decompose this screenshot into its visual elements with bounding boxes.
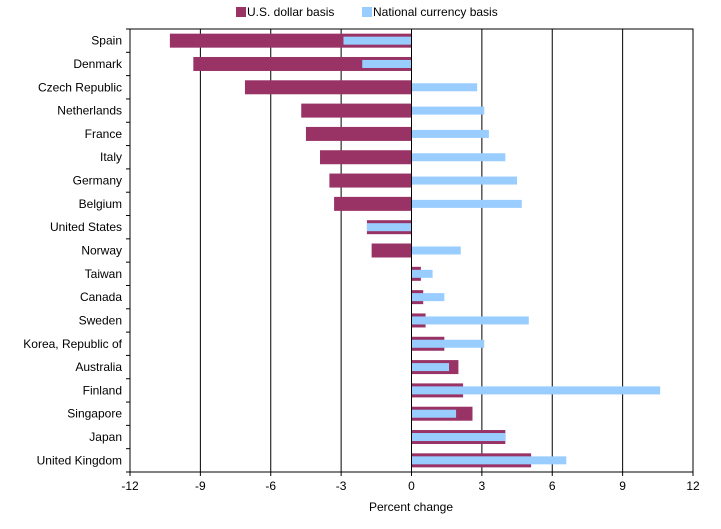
bar-national-currency [411,246,461,255]
bar-national-currency [411,293,445,302]
bar-us-dollar [244,80,412,95]
category-label: Germany [73,174,122,188]
category-label: Canada [80,290,122,304]
bar-us-dollar [320,150,412,165]
category-label: Netherlands [57,104,122,118]
x-tick-label: 9 [619,479,626,493]
category-label: Spain [91,34,122,48]
bar-national-currency [411,83,478,92]
bar-national-currency [411,269,433,278]
x-tick-label: 12 [686,479,700,493]
category-label: United Kingdom [37,453,122,467]
category-label: Italy [100,150,122,164]
category-label: Korea, Republic of [23,337,122,351]
plot-area: -12 -9 -6 -3 0 3 6 9 12 Spain Denmark Czech Republi… [23,28,700,493]
category-label: Sweden [79,313,122,327]
category-label: Norway [81,244,122,258]
x-tick-label: -6 [265,479,276,493]
bar-us-dollar [193,56,412,71]
x-tick-label: -12 [121,479,139,493]
bar-national-currency [366,223,412,232]
bar-national-currency [411,129,489,138]
x-tick-label: 0 [408,479,415,493]
category-label: Belgium [79,197,122,211]
bar-us-dollar [334,196,412,211]
category-label: Denmark [73,57,123,71]
bar-national-currency [411,316,529,325]
category-label: France [85,127,123,141]
legend-swatch-national-currency [362,7,372,17]
bar-national-currency [411,106,485,115]
bar-national-currency [411,363,450,372]
x-axis-title: Percent change [369,500,453,514]
legend-swatch-us-dollar [236,7,246,17]
bar-national-currency [411,456,567,465]
bar-national-currency [411,153,506,162]
bar-national-currency [411,409,457,418]
bar-national-currency [411,386,661,395]
category-label: Czech Republic [38,80,122,94]
legend-label-national-currency: National currency basis [373,5,498,19]
x-tick-label: -9 [195,479,206,493]
bar-national-currency [343,36,412,45]
bar-national-currency [411,339,485,348]
category-label: Singapore [67,407,122,421]
x-tick-label: -3 [336,479,347,493]
category-label: Australia [75,360,122,374]
legend-label-us-dollar: U.S. dollar basis [247,5,334,19]
bar-us-dollar [305,126,412,141]
bar-us-dollar [371,243,412,258]
legend: U.S. dollar basis National currency basi… [236,5,498,19]
bar-us-dollar [301,103,412,118]
bar-national-currency [362,59,412,68]
category-label: United States [50,220,122,234]
bar-national-currency [411,199,522,208]
bar-us-dollar [329,173,412,188]
category-label: Japan [89,430,122,444]
bar-national-currency [411,433,506,442]
category-label: Taiwan [85,267,122,281]
category-label: Finland [83,383,122,397]
bar-national-currency [411,176,518,185]
x-tick-label: 6 [549,479,556,493]
x-tick-label: 3 [479,479,486,493]
